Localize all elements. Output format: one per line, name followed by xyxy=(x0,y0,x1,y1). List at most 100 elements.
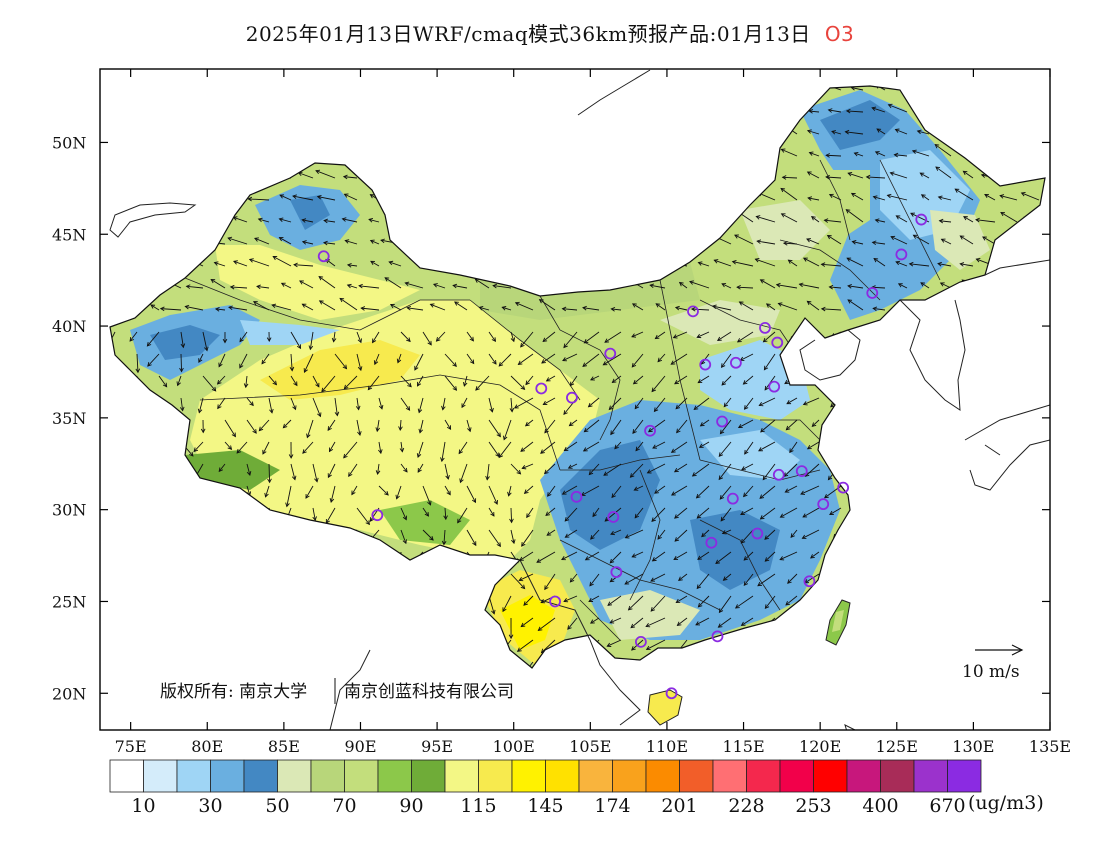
legend-swatch xyxy=(277,759,312,793)
wind-arrow-head xyxy=(802,257,808,262)
wind-arrow-head xyxy=(542,337,548,343)
wind-arrow xyxy=(302,441,314,454)
wind-arrow xyxy=(701,529,710,537)
wind-arrow xyxy=(466,529,477,546)
wind-arrow-head xyxy=(417,408,423,414)
wind-arrow-head xyxy=(233,260,238,265)
wind-arrow xyxy=(136,353,139,373)
wind-arrow xyxy=(829,286,842,289)
wind-arrow-head xyxy=(269,408,274,414)
wind-arrow-head xyxy=(825,153,830,158)
wind-arrow-head xyxy=(355,405,361,411)
wind-arrow-head xyxy=(846,257,852,262)
wind-arrow xyxy=(414,353,424,371)
wind-arrow-head xyxy=(211,386,217,392)
wind-arrow xyxy=(609,551,622,564)
wind-arrow xyxy=(329,441,336,452)
wind-arrow-head xyxy=(810,216,816,221)
wind-arrow xyxy=(876,128,886,135)
wind-arrow xyxy=(758,192,776,201)
city-marker xyxy=(535,382,548,395)
wind-arrow-head xyxy=(779,556,785,561)
wind-arrow-head xyxy=(198,358,203,364)
wind-arrow-head xyxy=(228,305,233,311)
legend-label: 115 xyxy=(460,795,496,817)
wind-arrow-head xyxy=(561,556,566,561)
wind-arrow xyxy=(268,397,273,413)
wind-arrow xyxy=(851,193,864,201)
wind-arrow-head xyxy=(513,404,519,409)
wind-arrow-head xyxy=(509,518,514,524)
wind-arrow xyxy=(147,331,160,347)
legend-swatch xyxy=(377,759,412,793)
wind-arrow-head xyxy=(758,402,764,407)
wind-arrow-head xyxy=(790,533,795,539)
wind-arrow-head xyxy=(293,262,298,268)
pollutant-label: O3 xyxy=(824,22,855,46)
wind-arrow-head xyxy=(498,453,504,459)
wind-arrow-head xyxy=(742,380,748,385)
wind-arrow-head xyxy=(764,557,770,562)
wind-arrow xyxy=(603,353,622,366)
wind-arrow-head xyxy=(325,258,331,264)
city-marker xyxy=(687,305,699,318)
wind-arrow-head xyxy=(721,283,727,288)
wind-arrow xyxy=(650,595,666,612)
lon-tick-label: 100E xyxy=(493,737,535,756)
wind-arrow xyxy=(788,259,798,267)
legend-swatch xyxy=(210,759,245,793)
wind-arrow xyxy=(895,261,908,267)
wind-arrow-head xyxy=(204,346,209,352)
wind-arrow-head xyxy=(210,279,216,284)
wind-arrow xyxy=(789,441,798,453)
wind-arrow-head xyxy=(293,381,298,387)
city-marker xyxy=(803,575,816,588)
wind-arrow-head xyxy=(384,277,390,282)
wind-arrow xyxy=(422,485,431,505)
wind-arrow-head xyxy=(301,303,307,308)
wind-arrow-head xyxy=(609,577,615,583)
wind-arrow-head xyxy=(711,304,717,309)
wind-arrow xyxy=(654,397,666,412)
wind-arrow xyxy=(327,419,336,431)
wind-arrow xyxy=(740,507,754,516)
wind-arrow-head xyxy=(289,366,295,372)
wind-arrow-head xyxy=(780,213,786,218)
wind-arrow-head xyxy=(743,556,749,561)
wind-arrow xyxy=(673,331,688,339)
wind-arrow-head xyxy=(252,429,257,434)
wind-arrow-head xyxy=(493,499,498,505)
lon-tick-label: 90E xyxy=(344,737,376,756)
wind-arrow xyxy=(696,485,710,499)
wind-arrow xyxy=(826,176,842,179)
lat-tick-label: 50N xyxy=(52,133,86,152)
wind-arrow-head xyxy=(829,510,834,515)
wind-arrow xyxy=(721,283,732,289)
wind-arrow-head xyxy=(567,625,572,630)
lat-tick-label: 30N xyxy=(52,501,86,520)
wind-arrow xyxy=(488,529,501,547)
wind-arrow-head xyxy=(697,602,703,608)
wind-arrow-head xyxy=(820,262,826,267)
wind-arrow-head xyxy=(655,303,661,308)
wind-arrow-head xyxy=(236,448,242,454)
wind-arrow xyxy=(356,353,362,371)
wind-arrow xyxy=(670,353,688,365)
wind-arrow xyxy=(498,353,512,367)
wind-arrow-head xyxy=(540,449,545,454)
wind-arrow-head xyxy=(323,218,328,224)
wind-arrow-head xyxy=(159,306,165,312)
wind-arrow xyxy=(570,573,578,583)
wind-arrow xyxy=(224,441,232,450)
wind-arrow xyxy=(608,397,622,410)
wind-arrow xyxy=(831,130,842,135)
wind-arrow-head xyxy=(312,516,317,522)
legend-swatch xyxy=(411,759,446,793)
wind-arrow-head xyxy=(474,278,480,283)
wind-arrow-head xyxy=(716,336,722,341)
wind-arrow-head xyxy=(360,306,366,311)
wind-arrow-head xyxy=(802,401,808,406)
wind-arrow xyxy=(809,152,820,157)
legend-swatch xyxy=(176,759,211,793)
wind-arrow xyxy=(592,507,600,517)
